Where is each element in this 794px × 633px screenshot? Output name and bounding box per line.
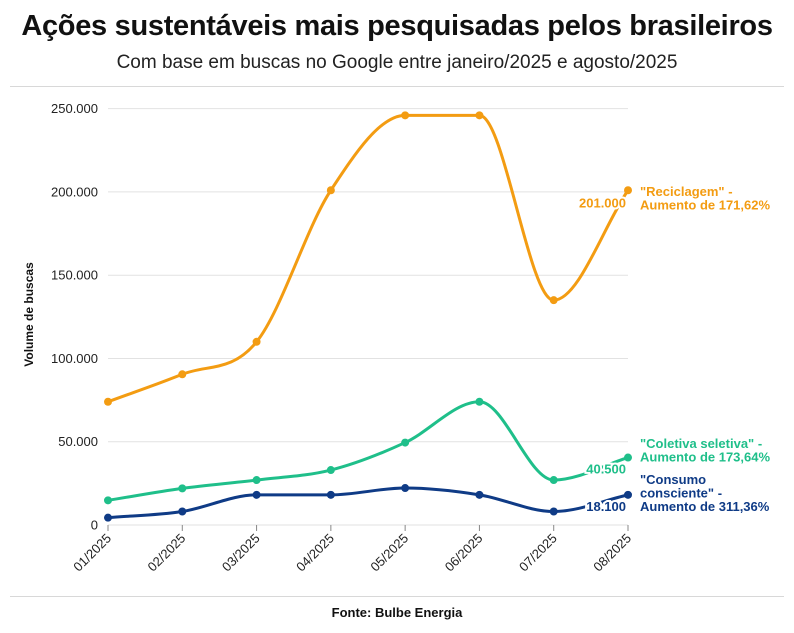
x-tick-label: 02/2025: [145, 531, 189, 575]
x-tick-label: 08/2025: [590, 531, 634, 575]
y-axis-title: Volume de buscas: [22, 262, 36, 367]
data-point-coletiva-seletiva: [178, 484, 187, 493]
data-point-coletiva-seletiva: [549, 476, 558, 485]
data-point-consumo-consciente: [549, 507, 558, 516]
data-point-coletiva-seletiva: [475, 397, 484, 406]
y-tick-label: 200.000: [51, 184, 98, 199]
y-tick-label: 100.000: [51, 351, 98, 366]
series-line-coletiva-seletiva: [106, 400, 630, 502]
y-tick-label: 50.000: [58, 434, 98, 449]
data-point-coletiva-seletiva: [401, 438, 410, 447]
data-point-reciclagem: [475, 111, 484, 120]
chart-subtitle: Com base em buscas no Google entre janei…: [116, 52, 678, 73]
data-point-consumo-consciente: [401, 484, 410, 493]
y-tick-label: 250.000: [51, 101, 98, 116]
data-point-reciclagem: [326, 186, 335, 195]
end-value-label-consumo-consciente: 18.100: [586, 499, 626, 514]
x-tick-label: 01/2025: [70, 531, 114, 575]
data-point-reciclagem: [549, 296, 558, 305]
header-divider: [10, 86, 784, 87]
chart-title: Ações sustentáveis mais pesquisadas pelo…: [21, 10, 773, 42]
x-tick-label: 04/2025: [293, 531, 337, 575]
data-point-consumo-consciente: [252, 490, 261, 499]
end-value-label-reciclagem: 201.000: [579, 195, 626, 210]
series-annotation-coletiva-seletiva: "Coletiva seletiva" -: [640, 436, 762, 451]
data-point-reciclagem: [104, 397, 112, 406]
y-tick-label: 0: [91, 518, 98, 533]
data-point-coletiva-seletiva: [104, 496, 112, 505]
series-line-consumo-consciente: [106, 486, 630, 520]
y-tick-label: 150.000: [51, 268, 98, 283]
x-tick-label: 06/2025: [442, 531, 486, 575]
series-annotation-reciclagem: Aumento de 171,62%: [640, 198, 770, 213]
series-annotation-coletiva-seletiva: Aumento de 173,64%: [640, 450, 770, 465]
data-point-consumo-consciente: [326, 490, 335, 499]
data-point-consumo-consciente: [624, 490, 632, 499]
x-tick-label: 03/2025: [219, 531, 263, 575]
series-annotation-reciclagem: "Reciclagem" -: [640, 184, 733, 199]
x-tick-label: 05/2025: [367, 531, 411, 575]
data-point-consumo-consciente: [475, 490, 484, 499]
x-tick-label: 07/2025: [516, 531, 560, 575]
data-point-consumo-consciente: [104, 513, 112, 522]
series-annotation-consumo-consciente: Aumento de 311,36%: [640, 499, 770, 514]
end-value-label-coletiva-seletiva: 40.500: [586, 462, 626, 477]
footer-divider: [10, 596, 784, 597]
data-point-coletiva-seletiva: [326, 466, 335, 475]
data-point-coletiva-seletiva: [624, 453, 632, 462]
data-point-reciclagem: [252, 337, 261, 346]
data-point-consumo-consciente: [178, 507, 187, 516]
source-note: Fonte: Bulbe Energia: [331, 605, 463, 620]
data-point-reciclagem: [624, 186, 632, 195]
data-point-reciclagem: [178, 370, 187, 379]
series-annotation-consumo-consciente: "Consumo: [640, 472, 706, 487]
series-annotation-consumo-consciente: consciente" -: [640, 486, 722, 501]
data-point-coletiva-seletiva: [252, 476, 261, 485]
data-point-reciclagem: [401, 111, 410, 120]
